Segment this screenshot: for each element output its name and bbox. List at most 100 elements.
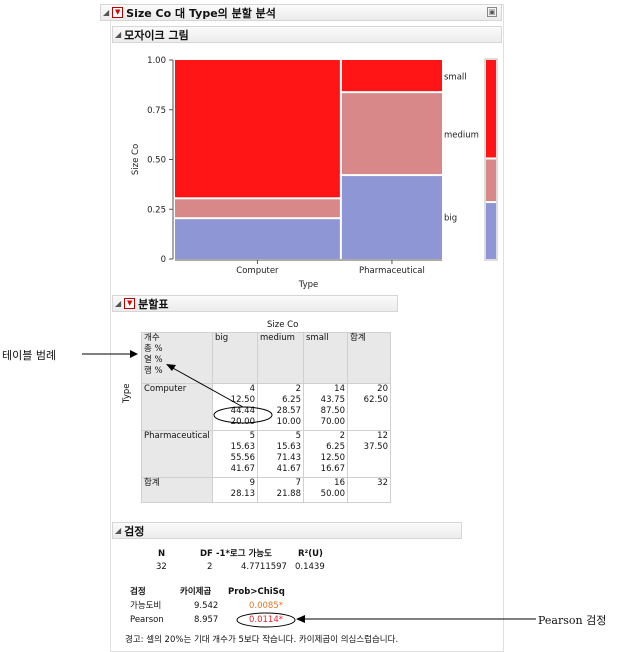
mosaic-cell-big [175, 219, 340, 259]
summary-header-n: N [158, 549, 166, 559]
table-cell: 50.00 [320, 489, 345, 499]
collapse-icon[interactable]: ◢ [115, 299, 122, 308]
red-triangle-menu-icon[interactable]: ▼ [124, 298, 136, 309]
summary-r2: 0.1439 [295, 562, 325, 572]
cell-group: 5 15.63 55.56 41.67 [212, 430, 258, 478]
column-header: small [303, 332, 348, 384]
table-cell: 87.50 [320, 406, 345, 416]
mosaic-section-header[interactable]: ◢ 모자이크 그림 [112, 26, 502, 43]
report-title: Size Co 대 Type의 분할 분석 [126, 6, 276, 20]
column-variable-label: Size Co [267, 320, 299, 330]
arrowhead [166, 364, 176, 371]
table-cell: 12 [377, 431, 388, 441]
level-label-medium: medium [444, 131, 479, 141]
contingency-section-header[interactable]: ◢ ▼ 분할표 [112, 295, 398, 312]
mosaic-cell-medium [341, 93, 442, 175]
cell-group: 32 [347, 477, 391, 503]
cell-group: 14 43.75 87.50 70.00 [303, 383, 348, 431]
summary-df: 2 [207, 562, 213, 572]
cell-group: 2 6.25 12.50 16.67 [303, 430, 348, 478]
table-cell: 6.25 [282, 395, 301, 405]
y-tick-label: 0.75 [147, 106, 166, 116]
y-tick-label: 1.00 [147, 56, 166, 66]
y-tick-label: 0.25 [147, 205, 166, 215]
summary-header-loglik: -1*로그 가능도 [216, 549, 272, 559]
collapse-icon[interactable]: ◢ [115, 526, 122, 535]
table-cell: 20 [377, 384, 388, 394]
row-label: Pharmaceutical [141, 430, 213, 478]
legend-total-pct: 총 % [144, 344, 163, 354]
report-header[interactable]: ◢ ▼ Size Co 대 Type의 분할 분석 ▣ [100, 4, 502, 21]
table-cell: 2 [295, 384, 301, 394]
table-cell: 12.50 [230, 395, 255, 405]
mosaic-cell-small [175, 60, 340, 198]
x-tick-label: Computer [236, 266, 279, 276]
cell-group: 16 50.00 [303, 477, 348, 503]
cell-group: 20 62.50 [347, 383, 391, 431]
table-cell: 15.63 [276, 442, 301, 452]
y-tick-label: 0.50 [147, 156, 166, 166]
row-label: Computer [141, 383, 213, 431]
warning-text: 경고: 셀의 20%는 기대 개수가 5보다 작습니다. 카이제곱이 의심스럽습… [125, 635, 399, 645]
mosaic-cell-medium [175, 199, 340, 218]
chisq-header-test: 검정 [130, 587, 146, 597]
table-cell: 21.88 [276, 489, 301, 499]
table-cell: 9 [249, 478, 255, 488]
chisq-row-prob: 0.0085* [249, 601, 283, 611]
mosaic-cell-big [341, 176, 442, 259]
table-legend: 개수 총 % 열 % 행 % [141, 332, 213, 384]
arrowhead [296, 615, 305, 623]
mosaic-cell-small [341, 59, 442, 92]
chisq-header-chisq: 카이제곱 [180, 587, 212, 597]
table-cell: 7 [295, 478, 301, 488]
x-tick-label: Pharmaceutical [359, 266, 425, 276]
table-cell: 55.56 [230, 453, 255, 463]
chisq-row-value: 9.542 [194, 601, 219, 611]
summary-header-df: DF [200, 549, 213, 559]
table-cell: 28.13 [230, 489, 255, 499]
table-cell: 41.67 [230, 464, 255, 474]
level-label-big: big [444, 214, 457, 224]
chisq-row-label: 가능도비 [130, 601, 162, 611]
legend-col-pct: 열 % [144, 355, 163, 365]
y-tick-label: 0 [161, 255, 166, 265]
red-triangle-menu-icon[interactable]: ▼ [112, 7, 124, 18]
table-cell: 28.57 [276, 406, 301, 416]
chisq-row-prob: 0.0114* [249, 615, 283, 625]
table-cell: 4 [249, 384, 255, 394]
table-cell: 71.43 [276, 453, 301, 463]
table-row: Pharmaceutical 5 15.63 55.56 41.67 5 15.… [141, 430, 391, 478]
summary-loglik: 4.7711597 [241, 562, 287, 572]
mosaic-plot: 0 0.25 0.50 0.75 1.00 Size Co Computer Pharmace… [131, 56, 498, 290]
table-cell: 20.00 [230, 417, 255, 427]
collapse-icon[interactable]: ◢ [103, 8, 110, 17]
pearson-annotation-overlay [236, 612, 536, 628]
table-row: 합계 9 28.13 7 21.88 16 50.00 32 [141, 477, 391, 503]
x-axis-label: Type [298, 280, 319, 290]
table-row: Computer 4 12.50 44.44 20.00 2 6.25 28.5… [141, 383, 391, 431]
table-cell: 44.44 [230, 406, 255, 416]
column-header: medium [257, 332, 304, 384]
cell-group: 9 28.13 [212, 477, 258, 503]
table-cell: 5 [295, 431, 301, 441]
table-cell: 15.63 [230, 442, 255, 452]
arrowhead [130, 350, 138, 358]
pearson-test-annotation: Pearson 검정 [538, 614, 607, 627]
collapse-icon[interactable]: ◢ [115, 30, 122, 39]
table-cell: 5 [249, 431, 255, 441]
table-cell: 70.00 [320, 417, 345, 427]
table-cell: 37.50 [363, 442, 388, 452]
cell-group: 5 15.63 71.43 41.67 [257, 430, 304, 478]
column-header: 합계 [347, 332, 391, 384]
overall-bar-medium [486, 159, 496, 202]
window-restore-icon[interactable]: ▣ [487, 7, 497, 17]
tests-section-header[interactable]: ◢ 검정 [112, 522, 462, 539]
overall-bar-big [486, 203, 496, 259]
annotation-overlay [82, 350, 273, 424]
table-cell: 10.00 [276, 417, 301, 427]
contingency-table: 개수 총 % 열 % 행 % big medium small 합계 Compu… [141, 332, 391, 503]
table-cell: 16 [334, 478, 345, 488]
table-cell: 43.75 [320, 395, 345, 405]
highlight-ellipse [236, 612, 296, 628]
tests-section-title: 검정 [124, 524, 145, 538]
